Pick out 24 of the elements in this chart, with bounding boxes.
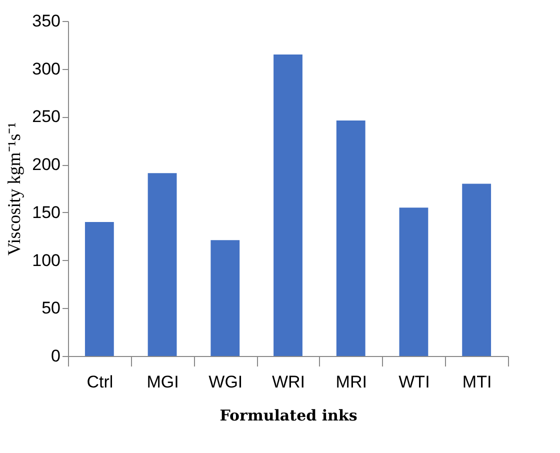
x-tick-label: WGI — [208, 372, 243, 392]
y-tick-label: 350 — [32, 12, 60, 30]
bar — [336, 120, 366, 356]
y-tick-label: 0 — [51, 346, 60, 366]
bar — [148, 173, 177, 356]
y-tick-label: 100 — [32, 250, 60, 270]
bar — [462, 184, 492, 356]
bar — [84, 222, 114, 356]
x-axis-title: Formulated inks — [220, 406, 358, 424]
x-tick-label: MGI — [146, 372, 179, 392]
y-tick-label: 250 — [32, 107, 60, 126]
y-tick-label: 50 — [42, 298, 60, 318]
x-tick-label: MRI — [336, 372, 367, 392]
x-tick-label: Ctrl — [86, 372, 114, 392]
y-tick-label: 150 — [32, 202, 60, 222]
y-axis-title: Viscosity kgm⁻¹s⁻¹ — [4, 122, 24, 256]
x-tick-label: WTI — [398, 372, 430, 392]
bar — [399, 208, 428, 356]
bar — [210, 240, 240, 356]
y-tick-label: 200 — [32, 155, 60, 174]
x-tick-label: WRI — [272, 372, 306, 392]
x-tick-label: MTI — [462, 372, 492, 392]
y-tick-label: 300 — [32, 59, 60, 78]
bar — [274, 54, 302, 356]
